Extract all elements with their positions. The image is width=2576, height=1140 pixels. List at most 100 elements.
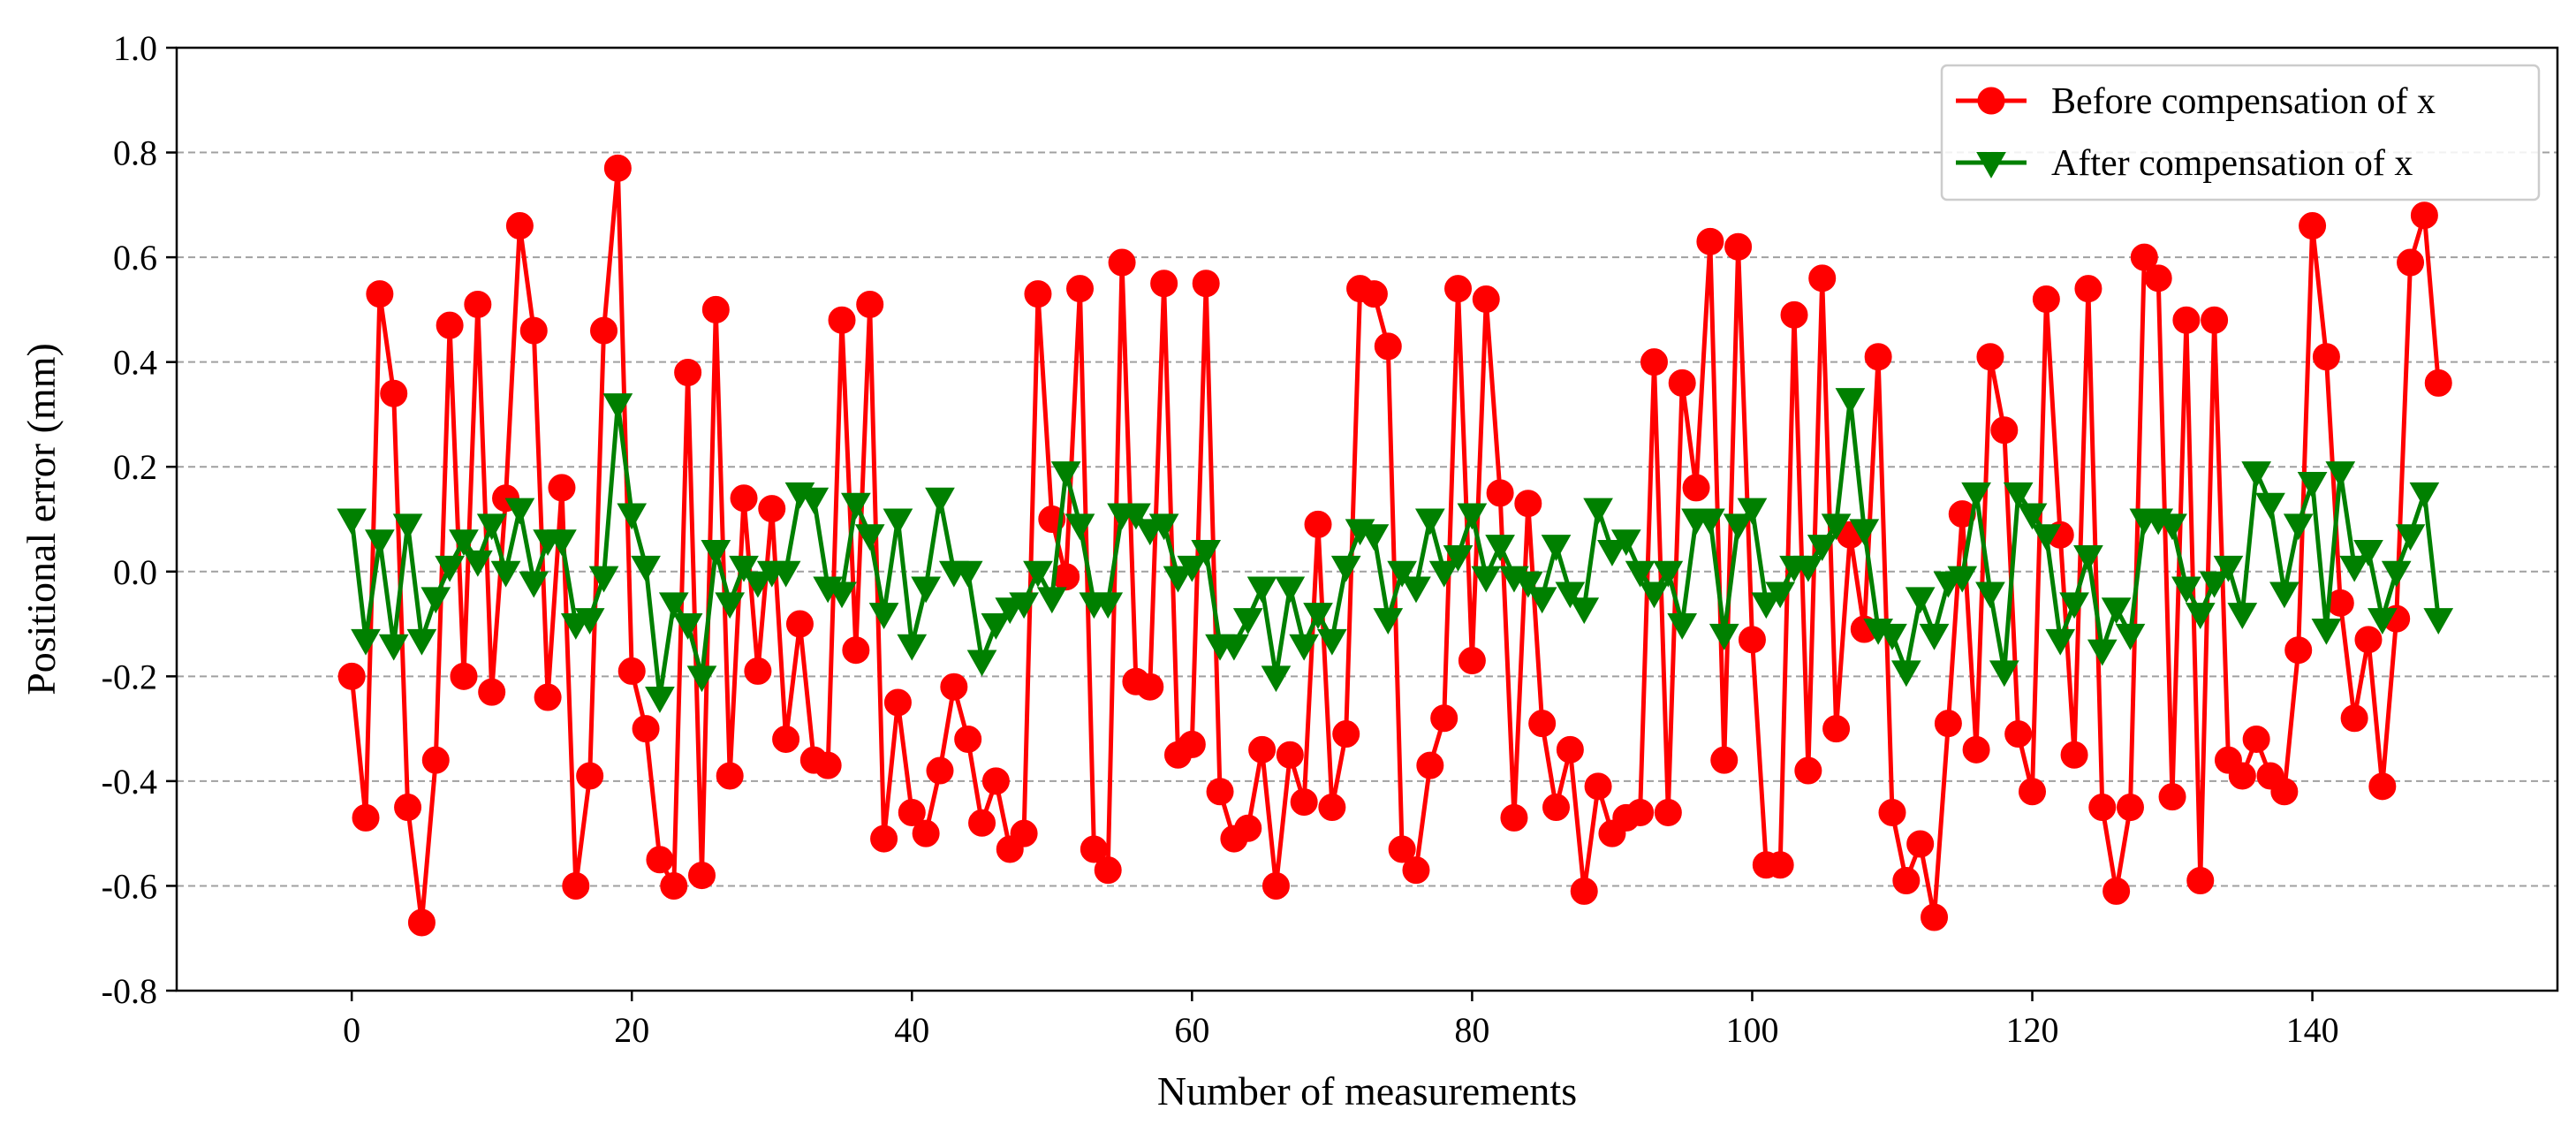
data-point [1066,275,1095,303]
data-point [574,608,605,635]
data-point [1373,608,1404,635]
x-tick-label: 140 [2286,1010,2339,1050]
data-point [1050,461,1081,488]
data-point [911,576,941,604]
data-point [2424,369,2452,397]
data-point [940,673,968,701]
data-point [2397,248,2425,277]
y-axis-label: Positional error (mm) [19,343,64,695]
data-point [1584,772,1612,801]
data-point [1430,704,1458,733]
data-point [856,290,884,318]
data-point [1640,348,1668,376]
data-point [366,280,394,308]
data-point [1444,275,1473,303]
data-point [378,634,409,661]
data-point [562,871,590,900]
data-point [2340,704,2368,733]
data-point [1821,513,1852,541]
data-point [2269,581,2299,609]
data-point [2144,264,2172,293]
data-point [2101,597,2132,625]
data-point [1192,270,1220,298]
data-point [2423,608,2454,635]
data-point [1919,623,1950,650]
data-point [1947,566,1978,593]
data-point [716,762,744,790]
data-point [1738,626,1766,654]
data-point [548,474,576,502]
legend-marker [1977,87,2005,115]
data-point [954,725,982,753]
y-tick-label: 0.4 [113,343,157,383]
data-point [1667,613,1698,640]
data-point [2130,243,2158,271]
data-point [392,513,423,541]
data-point [2241,461,2272,488]
data-point [2283,513,2314,541]
data-point [1807,535,1837,561]
data-point [1374,332,1402,361]
data-point [1653,560,1684,588]
data-point [1401,576,1431,604]
data-point [449,529,479,557]
x-tick-label: 0 [343,1010,360,1050]
data-point [743,571,773,598]
data-point [2354,626,2383,654]
data-point [1234,814,1262,842]
data-point [1934,710,1962,738]
data-point [1878,798,1906,826]
data-point [660,871,688,900]
data-point [603,154,632,182]
data-point [1793,555,1823,582]
data-point [701,540,731,566]
data-point [1723,513,1754,541]
data-point [1136,673,1164,701]
data-point [365,529,395,557]
data-point [1961,482,1991,509]
data-point [1682,474,1710,502]
data-point [617,503,648,530]
data-point [1457,503,1488,530]
data-point [1962,735,1990,764]
data-point [674,359,702,387]
data-point [1163,566,1193,593]
data-point [1794,756,1822,785]
data-point [1121,503,1151,530]
data-point [870,825,898,853]
data-point [1318,794,1346,822]
data-point [1610,529,1641,557]
data-point [2410,201,2438,230]
data-point [1275,576,1306,604]
data-point [2060,741,2088,769]
data-point [2284,636,2313,665]
data-point [2299,212,2327,240]
x-tick-label: 40 [894,1010,929,1050]
data-point [1626,798,1655,826]
data-point [854,524,885,551]
data-point [1583,498,1613,525]
data-point [1388,835,1416,863]
legend-label: Before compensation of x [2051,81,2436,122]
data-point [1948,500,1976,528]
data-point [2186,867,2215,895]
data-point [2367,608,2398,635]
series-0 [337,154,2452,937]
data-point [2088,794,2117,822]
data-point [2228,762,2256,790]
data-point [646,846,674,874]
data-point [925,487,955,514]
data-point [701,295,730,323]
data-point [407,908,436,937]
data-point [504,498,535,525]
legend-box [1940,64,2541,201]
data-point [1864,343,1892,371]
data-point [1527,587,1557,614]
data-point [1178,730,1206,758]
data-point [1765,581,1796,609]
data-point [1989,660,2019,688]
data-point [842,636,870,665]
data-point [658,592,689,619]
data-point [2368,772,2397,801]
x-tick-label: 60 [1174,1010,1209,1050]
